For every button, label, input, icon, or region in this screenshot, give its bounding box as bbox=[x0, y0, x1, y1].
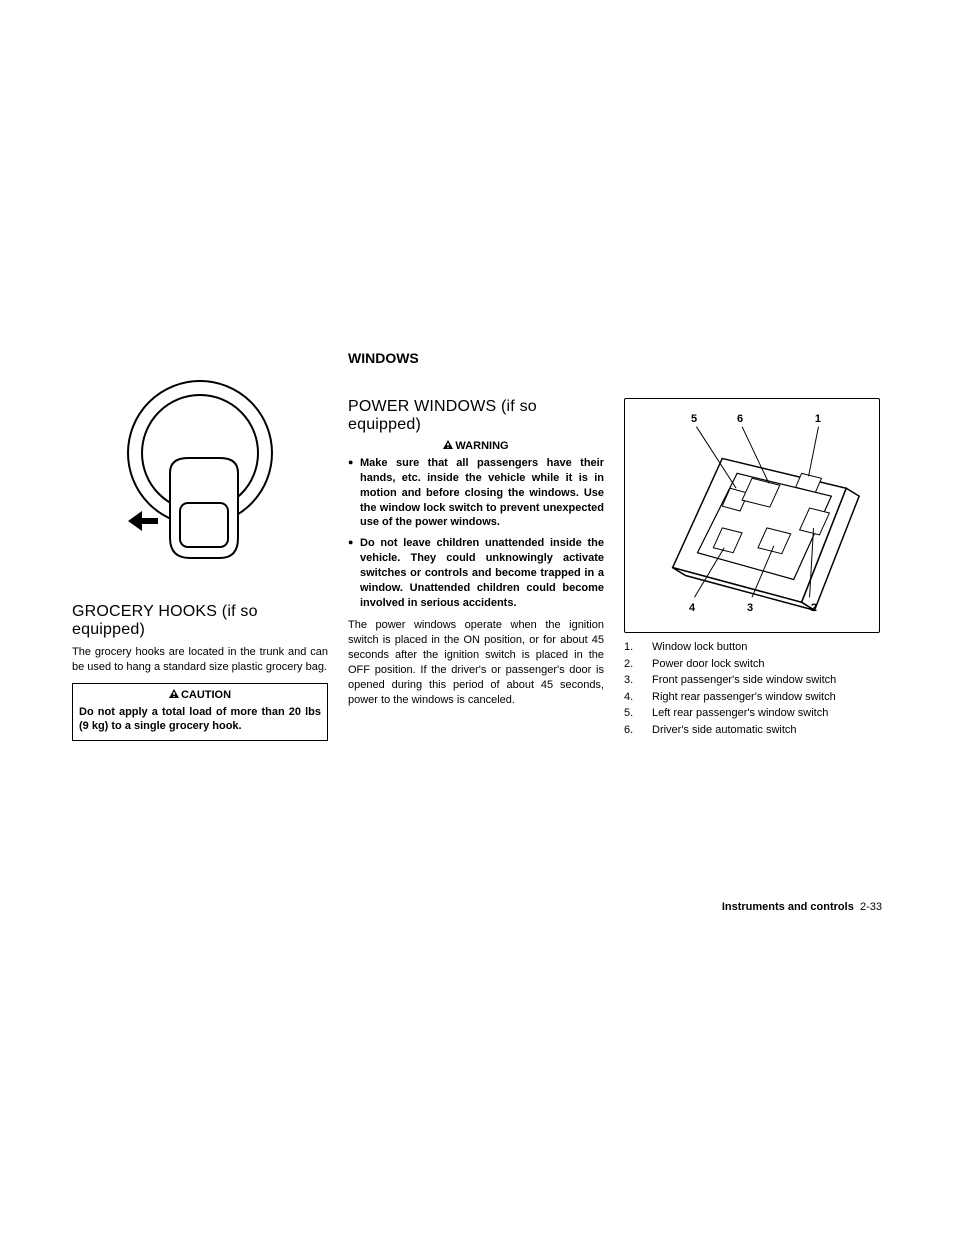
warning-label-text: WARNING bbox=[455, 440, 508, 452]
warning-item: Make sure that all passengers have their… bbox=[348, 456, 604, 530]
power-windows-body: The power windows operate when the ignit… bbox=[348, 618, 604, 707]
caution-box: CAUTION Do not apply a total load of mor… bbox=[72, 683, 328, 742]
diagram-label-3: 3 bbox=[747, 602, 753, 614]
grocery-hook-figure bbox=[72, 350, 328, 595]
column-3: 1 2 3 4 5 6 Window lock button Power doo… bbox=[624, 350, 880, 741]
warning-list: Make sure that all passengers have their… bbox=[348, 456, 604, 610]
switch-legend: Window lock button Power door lock switc… bbox=[624, 639, 880, 738]
legend-item: Driver's side automatic switch bbox=[624, 722, 880, 739]
warning-item: Do not leave children unattended inside … bbox=[348, 536, 604, 610]
diagram-label-2: 2 bbox=[811, 602, 817, 614]
grocery-hook-illustration bbox=[100, 363, 300, 583]
column-2: WINDOWS POWER WINDOWS (if so equipped) W… bbox=[348, 350, 604, 741]
windows-section-header: WINDOWS bbox=[348, 350, 604, 366]
legend-item: Window lock button bbox=[624, 639, 880, 656]
switch-panel-figure: 1 2 3 4 5 6 bbox=[624, 398, 880, 633]
legend-item: Right rear passenger's window switch bbox=[624, 689, 880, 706]
switch-panel-illustration bbox=[625, 398, 879, 633]
warning-label: WARNING bbox=[348, 440, 604, 452]
legend-item: Left rear passenger's window switch bbox=[624, 705, 880, 722]
diagram-label-1: 1 bbox=[815, 413, 821, 425]
diagram-label-6: 6 bbox=[737, 413, 743, 425]
page-footer: Instruments and controls 2-33 bbox=[722, 901, 882, 913]
diagram-label-5: 5 bbox=[691, 413, 697, 425]
warning-triangle-icon bbox=[443, 440, 453, 450]
legend-item: Front passenger's side window switch bbox=[624, 672, 880, 689]
grocery-hooks-body: The grocery hooks are located in the tru… bbox=[72, 645, 328, 675]
diagram-label-4: 4 bbox=[689, 602, 695, 614]
legend-item: Power door lock switch bbox=[624, 656, 880, 673]
power-windows-subheading: POWER WINDOWS (if so equipped) bbox=[348, 398, 604, 434]
caution-label: CAUTION bbox=[79, 688, 321, 703]
caution-label-text: CAUTION bbox=[181, 689, 231, 701]
footer-page-number: 2-33 bbox=[860, 901, 882, 913]
warning-triangle-icon bbox=[169, 689, 179, 699]
caution-text: Do not apply a total load of more than 2… bbox=[79, 705, 321, 735]
footer-section: Instruments and controls bbox=[722, 901, 854, 913]
three-column-layout: GROCERY HOOKS (if so equipped) The groce… bbox=[72, 350, 882, 741]
manual-page: GROCERY HOOKS (if so equipped) The groce… bbox=[0, 0, 954, 1235]
column-1: GROCERY HOOKS (if so equipped) The groce… bbox=[72, 350, 328, 741]
grocery-hooks-heading: GROCERY HOOKS (if so equipped) bbox=[72, 603, 328, 639]
